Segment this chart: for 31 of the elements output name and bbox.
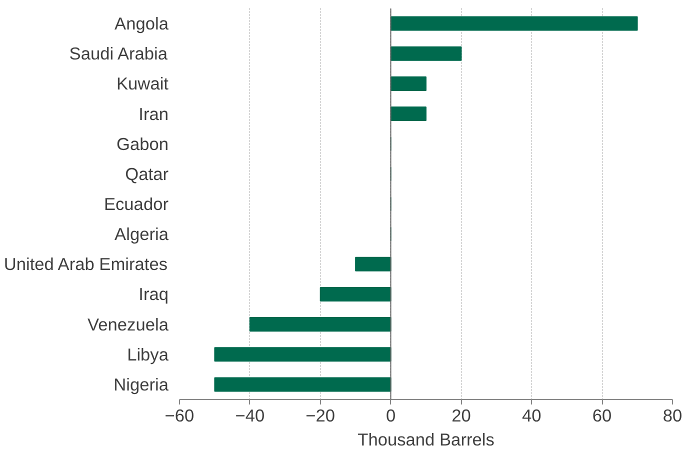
y-tick-label: Kuwait xyxy=(116,74,169,94)
y-tick-label: Iraq xyxy=(138,284,168,304)
bar xyxy=(390,106,426,122)
bar xyxy=(355,256,392,272)
y-tick-label: United Arab Emirates xyxy=(4,254,168,274)
y-tick-label: Saudi Arabia xyxy=(69,44,168,64)
bar xyxy=(320,286,392,302)
x-tick-label: 0 xyxy=(386,406,396,426)
bar xyxy=(214,377,392,392)
x-tick-label: −60 xyxy=(164,406,194,426)
y-tick-label: Iran xyxy=(138,104,168,124)
x-axis-title: Thousand Barrels xyxy=(358,430,495,450)
x-tick-label: 40 xyxy=(522,406,542,426)
y-tick-label: Qatar xyxy=(125,164,169,184)
x-tick-label: 20 xyxy=(452,406,471,426)
y-tick-label: Gabon xyxy=(116,134,169,154)
x-tick-label: −20 xyxy=(306,406,336,426)
y-tick-label: Nigeria xyxy=(114,374,169,394)
x-tick-label: 60 xyxy=(592,406,612,426)
bar xyxy=(249,317,392,332)
bar xyxy=(214,347,392,362)
x-tick-label: 80 xyxy=(662,406,682,426)
y-tick-label: Venezuela xyxy=(88,314,169,334)
bar xyxy=(390,16,638,31)
x-tick-label: −40 xyxy=(235,406,265,426)
y-tick-label: Libya xyxy=(127,344,169,364)
y-tick-label: Ecuador xyxy=(104,194,169,214)
bar xyxy=(390,76,426,91)
y-tick-label: Angola xyxy=(114,14,169,34)
y-tick-label: Algeria xyxy=(114,224,169,244)
bar xyxy=(390,46,462,61)
